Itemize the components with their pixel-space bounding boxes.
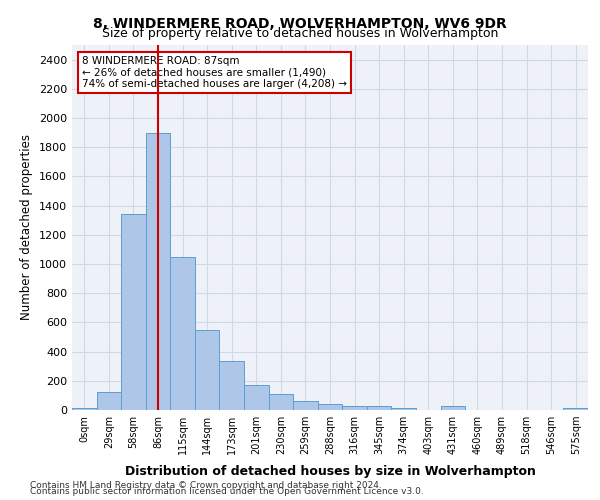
Bar xyxy=(391,408,416,410)
X-axis label: Distribution of detached houses by size in Wolverhampton: Distribution of detached houses by size … xyxy=(125,466,535,478)
Bar xyxy=(72,408,97,410)
Text: Size of property relative to detached houses in Wolverhampton: Size of property relative to detached ho… xyxy=(102,28,498,40)
Bar xyxy=(440,406,465,410)
Text: 8 WINDERMERE ROAD: 87sqm
← 26% of detached houses are smaller (1,490)
74% of sem: 8 WINDERMERE ROAD: 87sqm ← 26% of detach… xyxy=(82,56,347,89)
Text: Contains public sector information licensed under the Open Government Licence v3: Contains public sector information licen… xyxy=(30,487,424,496)
Bar xyxy=(563,408,588,410)
Text: Contains HM Land Registry data © Crown copyright and database right 2024.: Contains HM Land Registry data © Crown c… xyxy=(30,481,382,490)
Bar xyxy=(244,385,269,410)
Bar xyxy=(97,392,121,410)
Bar xyxy=(318,404,342,410)
Y-axis label: Number of detached properties: Number of detached properties xyxy=(20,134,34,320)
Bar xyxy=(220,361,244,410)
Bar xyxy=(146,132,170,410)
Bar xyxy=(269,394,293,410)
Bar xyxy=(195,330,220,410)
Bar xyxy=(367,406,391,410)
Bar xyxy=(293,400,318,410)
Text: 8, WINDERMERE ROAD, WOLVERHAMPTON, WV6 9DR: 8, WINDERMERE ROAD, WOLVERHAMPTON, WV6 9… xyxy=(93,18,507,32)
Bar xyxy=(342,406,367,410)
Bar xyxy=(170,258,195,410)
Bar xyxy=(121,214,146,410)
